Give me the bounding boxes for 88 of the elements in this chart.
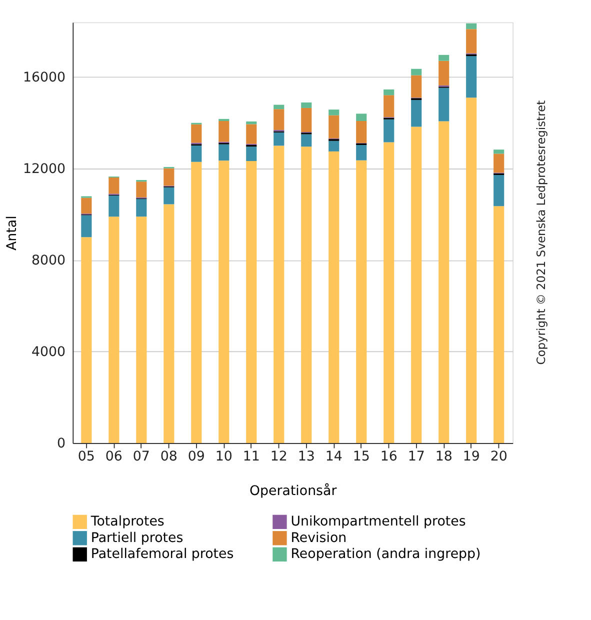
bar (356, 145, 367, 160)
y-tick-label: 0 (56, 436, 66, 452)
bar (411, 126, 422, 443)
bar (494, 150, 504, 154)
x-tick-label: 11 (242, 450, 260, 465)
bar (438, 121, 450, 443)
bar (301, 134, 312, 147)
bar (411, 100, 422, 127)
y-tick-label: 12000 (22, 162, 66, 177)
bar (301, 108, 312, 132)
bar (246, 146, 257, 162)
x-tick-label: 12 (270, 450, 288, 465)
bar (328, 110, 340, 116)
bar (494, 206, 504, 443)
x-tick-label: 15 (352, 450, 370, 465)
bar (164, 204, 174, 443)
bar (356, 121, 367, 143)
legend-label: Totalprotes (90, 514, 164, 530)
x-tick-label: 05 (78, 450, 95, 465)
bar (356, 114, 367, 121)
bar (438, 54, 450, 61)
x-tick-label: 16 (380, 450, 398, 465)
x-tick-label: 13 (298, 450, 315, 465)
bar (108, 216, 120, 443)
y-axis-title: Antal (5, 216, 20, 250)
x-tick-label: 08 (160, 450, 178, 465)
x-tick-label: 10 (215, 450, 232, 465)
bar (191, 145, 202, 162)
bar (136, 198, 147, 217)
bar (246, 121, 257, 124)
bar (246, 124, 257, 144)
bar (384, 119, 394, 142)
x-tick-label: 19 (462, 450, 480, 465)
x-tick-label: 18 (435, 450, 452, 465)
bar (136, 182, 147, 198)
bar (494, 154, 504, 173)
bar (164, 187, 174, 204)
bar (218, 121, 230, 142)
legend-label: Revision (290, 530, 347, 546)
bar (466, 56, 477, 98)
bar (328, 151, 340, 443)
bar (438, 88, 450, 122)
y-tick-label: 4000 (31, 344, 66, 360)
y-tick-label: 8000 (31, 253, 66, 268)
bar (411, 68, 422, 76)
legend-label: Reoperation (andra ingrepp) (290, 547, 481, 562)
bar (81, 215, 92, 238)
x-tick-label: 17 (408, 450, 425, 465)
bar (384, 142, 394, 443)
bar (328, 140, 340, 152)
bar (466, 98, 477, 443)
bar (438, 60, 450, 86)
bar (384, 89, 394, 96)
legend-label: Unikompartmentell protes (290, 514, 466, 530)
bar (411, 75, 422, 98)
bar (466, 29, 477, 54)
bar (301, 146, 312, 443)
x-axis-title: Operationsår (249, 483, 338, 500)
y-tick-label: 16000 (22, 70, 66, 86)
x-tick-label: 14 (325, 450, 342, 465)
bar (136, 216, 147, 443)
bar (191, 162, 202, 443)
bar (274, 104, 284, 110)
bar (191, 124, 202, 143)
legend-label: Patellafemoral protes (90, 547, 234, 562)
bar (274, 132, 284, 146)
bar (164, 168, 174, 186)
x-tick-label: 07 (132, 450, 150, 465)
bar (466, 23, 477, 30)
bar (218, 144, 230, 161)
bar (328, 115, 340, 138)
bar (246, 161, 257, 443)
bar (384, 95, 394, 118)
bar (108, 196, 120, 217)
bar (301, 102, 312, 108)
bar (108, 177, 120, 194)
bar (274, 146, 284, 443)
text: Copyright © 2021 Svenska Ledprotesregistret (534, 100, 548, 365)
x-tick-label: 09 (188, 450, 205, 465)
x-tick-label: 06 (105, 450, 122, 465)
bar (356, 160, 367, 443)
x-tick-label: 20 (490, 450, 508, 465)
bar (81, 237, 92, 443)
bar (494, 174, 504, 206)
legend-label: Partiell protes (90, 530, 184, 546)
bar (218, 160, 230, 443)
bar (274, 109, 284, 130)
bar (81, 198, 92, 214)
